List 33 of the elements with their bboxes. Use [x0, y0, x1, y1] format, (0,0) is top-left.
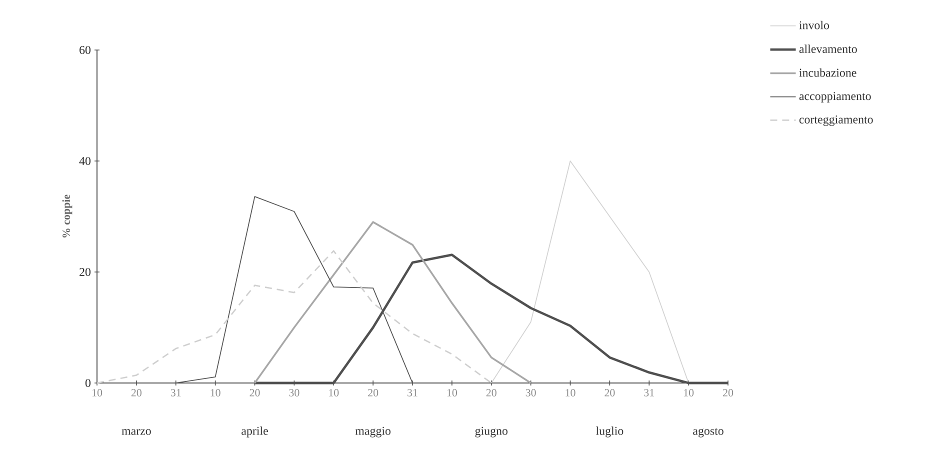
y-axis-title: % coppie [62, 194, 72, 238]
legend-label: allevamento [799, 44, 857, 54]
legend-label: accoppiamento [799, 92, 871, 103]
x-tick-label: 30 [526, 389, 536, 396]
x-tick-label: 10 [210, 389, 220, 396]
y-tick-label: 40 [79, 156, 91, 166]
x-tick-label: 20 [486, 389, 496, 396]
x-tick-label: 20 [250, 389, 260, 396]
y-tick-label: 20 [80, 268, 91, 276]
text: aprile [242, 426, 268, 438]
x-tick-label: 31 [644, 389, 654, 396]
text: marzo [122, 429, 151, 435]
text: maggio [355, 426, 391, 438]
text: giugno [475, 426, 508, 438]
x-tick-label: 10 [329, 389, 339, 396]
x-tick-label: 10 [566, 389, 576, 396]
x-tick-label: 31 [408, 389, 418, 396]
legend-label: corteggiamento [799, 115, 873, 126]
text: agosto [693, 428, 724, 438]
y-tick-label: 0 [85, 378, 91, 388]
x-tick-label: 20 [723, 389, 734, 396]
text: luglio [596, 426, 624, 438]
y-tick-label: 60 [80, 46, 91, 54]
x-tick-label: 31 [170, 389, 181, 396]
x-tick-label: 10 [92, 389, 102, 396]
x-tick-label: 10 [684, 389, 694, 396]
x-tick-label: 20 [368, 389, 378, 396]
legend-label: incubazione [799, 68, 856, 77]
x-tick-label: 20 [131, 389, 142, 396]
x-tick-label: 30 [289, 389, 300, 396]
x-tick-label: 20 [604, 389, 615, 396]
legend-label: involo [799, 20, 830, 30]
x-tick-label: 10 [447, 389, 458, 396]
